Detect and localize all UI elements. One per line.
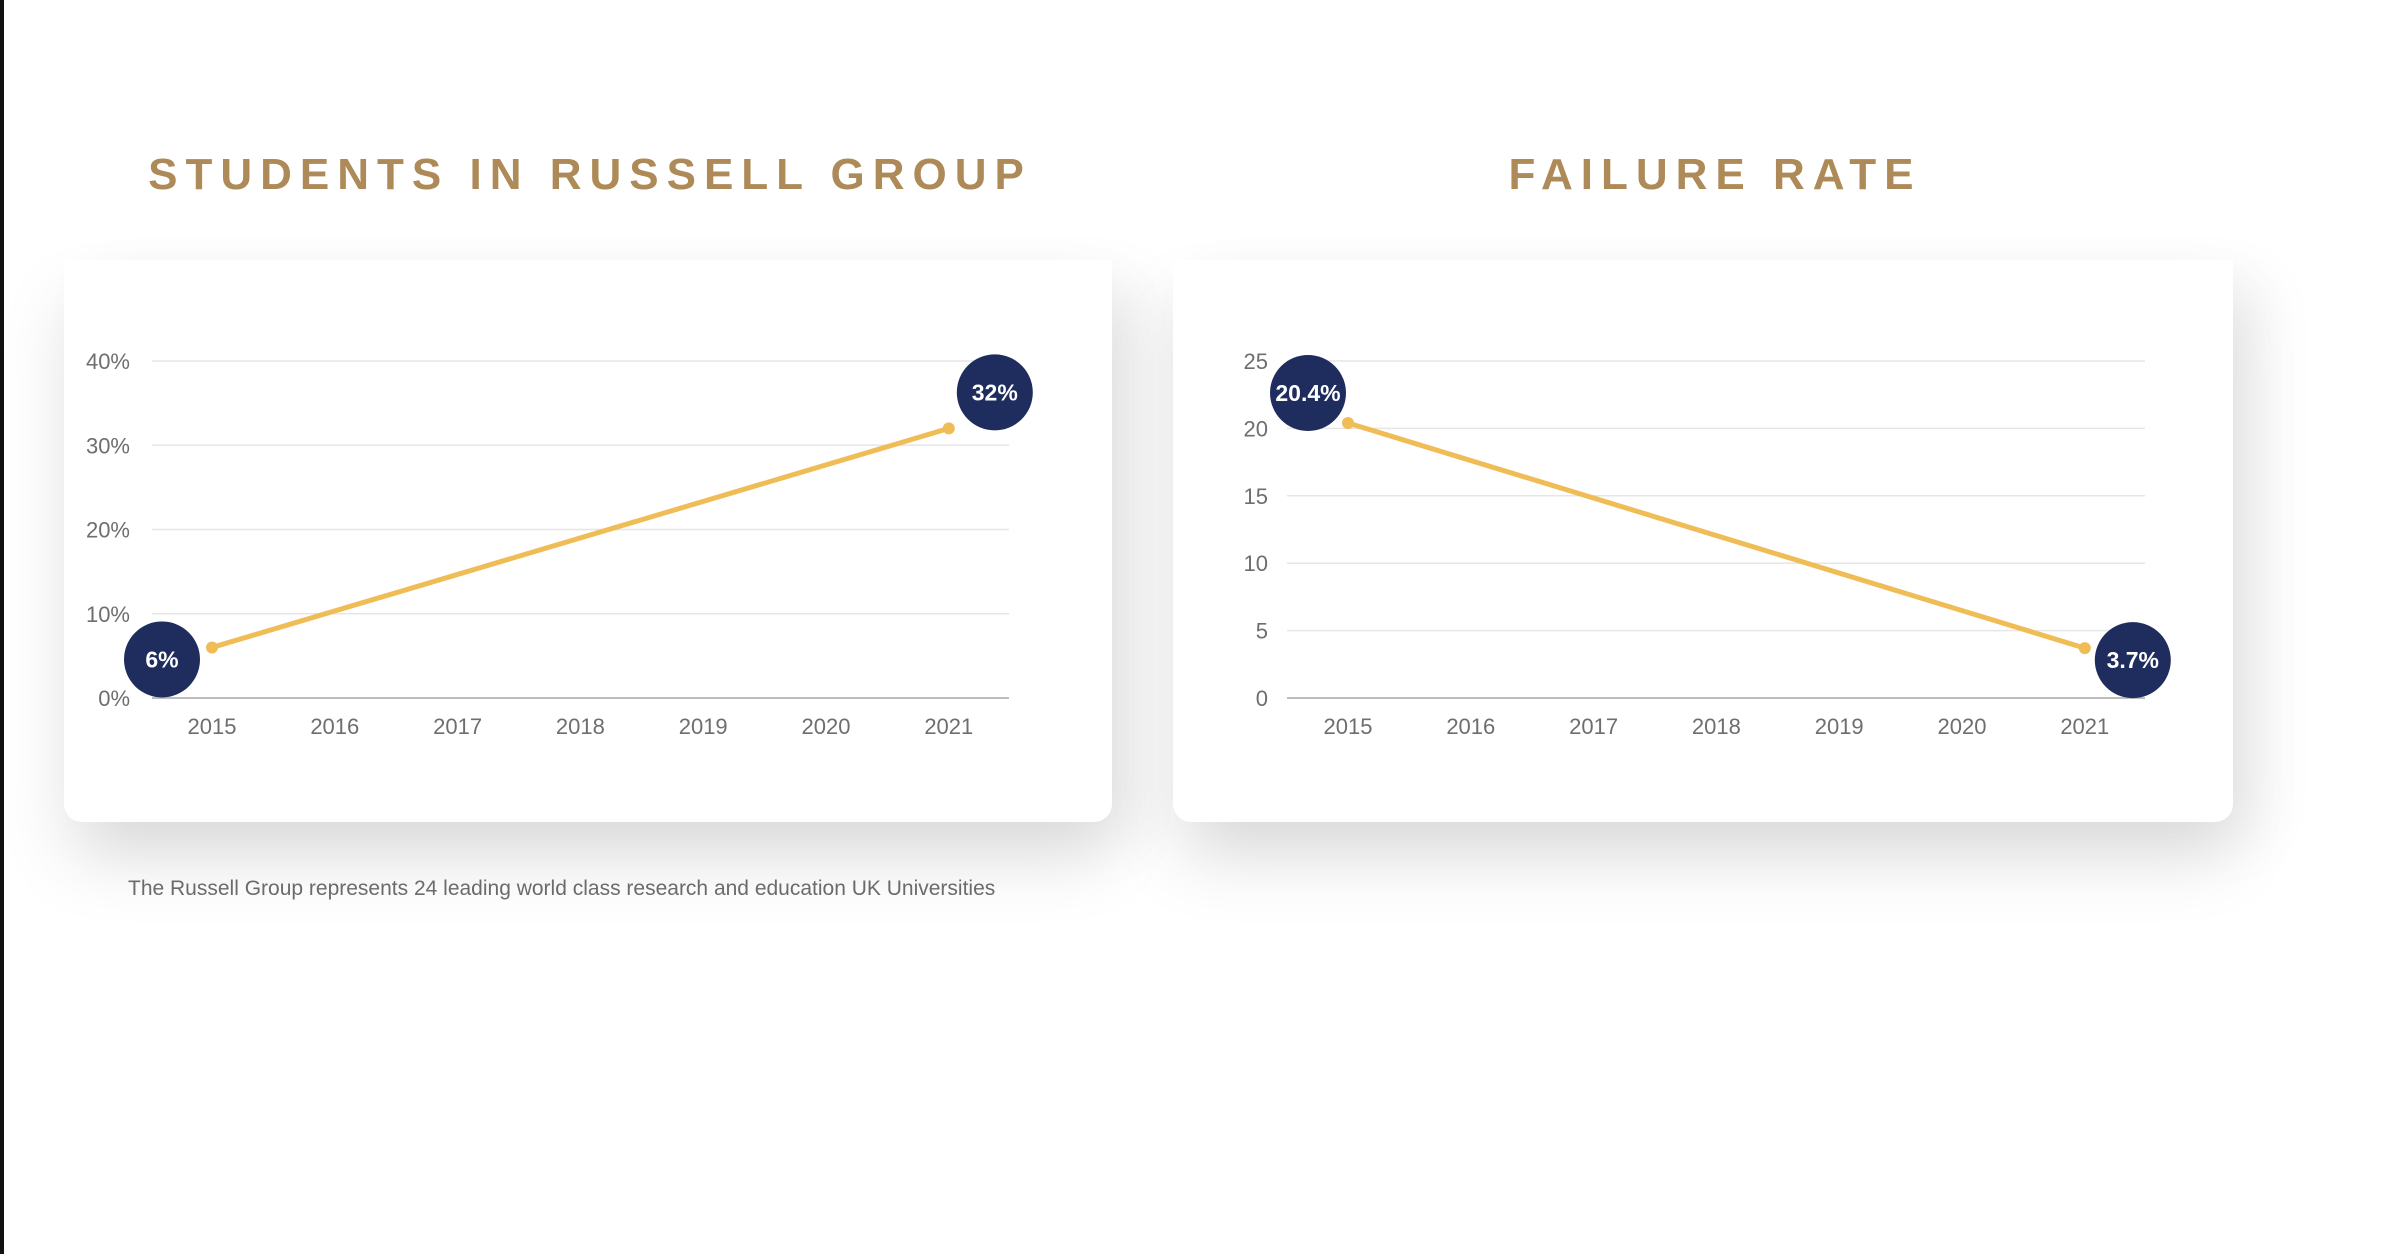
x-tick-label: 2020 — [802, 714, 851, 739]
data-label: 32% — [972, 379, 1018, 405]
y-tick-label: 0% — [98, 686, 130, 711]
x-tick-label: 2016 — [310, 714, 359, 739]
chart-title-failure-rate: FAILURE RATE — [1508, 150, 1922, 199]
chart-card-failure-rate — [1173, 260, 2233, 822]
series-line — [1345, 420, 2088, 651]
y-tick-label: 15 — [1244, 484, 1268, 509]
x-tick-label: 2020 — [1938, 714, 1987, 739]
data-point — [1342, 417, 1354, 430]
y-tick-label: 20% — [86, 518, 130, 543]
russell-group-line-chart: 0% 10% 20% 30% 40% 2015 2016 2017 2018 2019 2020 20… — [86, 349, 1033, 739]
chart-card-russell-group — [64, 260, 1112, 822]
y-tick-label: 5 — [1256, 619, 1268, 644]
y-tick-label: 10% — [86, 602, 130, 627]
value-badge — [124, 621, 200, 698]
value-badge — [956, 354, 1033, 431]
y-tick-label: 20 — [1244, 416, 1268, 441]
x-tick-label: 2021 — [924, 714, 973, 739]
y-tick-label: 30% — [86, 433, 130, 458]
data-point — [206, 641, 218, 654]
x-tick-label: 2019 — [679, 714, 728, 739]
data-point — [942, 422, 955, 435]
chart-title-russell-group: STUDENTS IN RUSSELL GROUP — [148, 150, 1032, 199]
left-border — [0, 0, 4, 1254]
y-tick-label: 0 — [1256, 686, 1268, 711]
x-tick-label: 2016 — [1446, 714, 1495, 739]
x-tick-label: 2015 — [1324, 714, 1373, 739]
value-badge — [2094, 622, 2171, 699]
x-tick-label: 2019 — [1815, 714, 1864, 739]
x-tick-label: 2015 — [188, 714, 237, 739]
x-tick-label: 2018 — [556, 714, 605, 739]
failure-rate-line-chart: 0 5 10 15 20 25 2015 2016 2017 2018 2019 2020 2021 20… — [1244, 349, 2171, 739]
data-point — [2078, 642, 2091, 655]
data-label: 6% — [145, 646, 178, 672]
y-tick-label: 25 — [1244, 349, 1268, 374]
x-tick-label: 2017 — [1569, 714, 1618, 739]
x-tick-label: 2021 — [2060, 714, 2109, 739]
series-line — [209, 425, 952, 650]
y-tick-label: 40% — [86, 349, 130, 374]
x-tick-label: 2017 — [433, 714, 482, 739]
data-label: 3.7% — [2107, 647, 2159, 673]
data-label: 20.4% — [1275, 380, 1340, 406]
footnote: The Russell Group represents 24 leading … — [128, 877, 996, 900]
x-tick-label: 2018 — [1692, 714, 1741, 739]
y-tick-label: 10 — [1244, 551, 1268, 576]
value-badge — [1270, 355, 1346, 432]
